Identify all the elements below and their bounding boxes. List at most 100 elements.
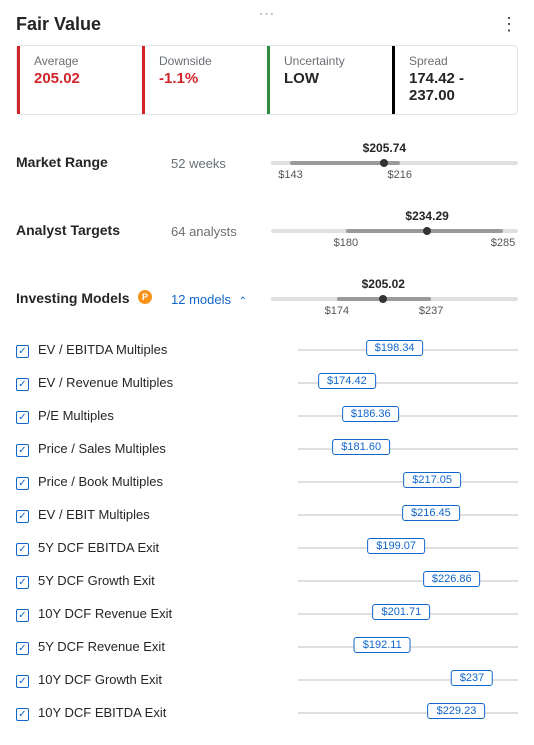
- model-row: ✓ Price / Book Multiples $217.05: [16, 465, 518, 498]
- header: ⋯ Fair Value ⋮: [0, 0, 534, 45]
- investing-models-row: Investing Models P 12 models ⌃ $205.02 $1…: [0, 265, 534, 333]
- model-checkbox[interactable]: ✓: [16, 543, 29, 556]
- model-row: ✓ Price / Sales Multiples $181.60: [16, 432, 518, 465]
- model-name: EV / EBIT Multiples: [38, 507, 298, 522]
- market-range-slider: $205.74 $143 $216: [271, 143, 518, 183]
- model-row: ✓ 5Y DCF Revenue Exit $192.11: [16, 630, 518, 663]
- slider-low-label: $174: [325, 305, 349, 317]
- metric-average: Average 205.02: [17, 46, 142, 114]
- model-slider: $217.05: [298, 472, 518, 492]
- model-name: 10Y DCF EBITDA Exit: [38, 705, 298, 720]
- model-value-pill[interactable]: $216.45: [402, 505, 460, 521]
- model-value-pill[interactable]: $174.42: [318, 373, 376, 389]
- model-track: [298, 448, 518, 450]
- model-slider: $198.34: [298, 340, 518, 360]
- model-slider: $174.42: [298, 373, 518, 393]
- model-slider: $181.60: [298, 439, 518, 459]
- model-value-pill[interactable]: $199.07: [367, 538, 425, 554]
- model-value-pill[interactable]: $181.60: [332, 439, 390, 455]
- model-checkbox[interactable]: ✓: [16, 708, 29, 721]
- analyst-targets-row: Analyst Targets 64 analysts $234.29$180$…: [0, 197, 534, 265]
- model-checkbox[interactable]: ✓: [16, 675, 29, 688]
- range-title: Market Range: [16, 154, 108, 170]
- model-track: [298, 580, 518, 582]
- model-name: EV / EBITDA Multiples: [38, 342, 298, 357]
- model-checkbox[interactable]: ✓: [16, 510, 29, 523]
- model-track: [298, 415, 518, 417]
- market-range-row: Market Range 52 weeks $205.74 $143 $216: [0, 129, 534, 197]
- model-value-pill[interactable]: $237: [451, 670, 493, 686]
- model-checkbox[interactable]: ✓: [16, 378, 29, 391]
- model-checkbox[interactable]: ✓: [16, 444, 29, 457]
- range-subtitle: 52 weeks: [171, 156, 271, 171]
- metric-spread: Spread 174.42 - 237.00: [392, 46, 517, 114]
- summary-metrics: Average 205.02 Downside -1.1% Uncertaint…: [16, 45, 518, 115]
- slider-current-label: $205.74: [363, 141, 406, 155]
- model-row: ✓ 5Y DCF Growth Exit $226.86: [16, 564, 518, 597]
- model-slider: $201.71: [298, 604, 518, 624]
- range-subtitle: 64 analysts: [171, 224, 271, 239]
- chevron-up-icon: ⌃: [239, 296, 247, 307]
- slider-marker: [380, 159, 388, 167]
- model-name: 5Y DCF EBITDA Exit: [38, 540, 298, 555]
- model-row: ✓ 10Y DCF Growth Exit $237: [16, 663, 518, 696]
- toggle-models-link[interactable]: 12 models ⌃: [171, 292, 247, 307]
- model-name: P/E Multiples: [38, 408, 298, 423]
- metric-value: LOW: [284, 70, 378, 87]
- model-checkbox[interactable]: ✓: [16, 642, 29, 655]
- model-checkbox[interactable]: ✓: [16, 411, 29, 424]
- model-name: 5Y DCF Growth Exit: [38, 573, 298, 588]
- more-menu-icon[interactable]: ⋮: [500, 14, 518, 35]
- model-checkbox[interactable]: ✓: [16, 609, 29, 622]
- model-value-pill[interactable]: $229.23: [428, 703, 486, 719]
- range-title: Investing Models: [16, 290, 130, 306]
- model-slider: $216.45: [298, 505, 518, 525]
- model-value-pill[interactable]: $192.11: [354, 637, 411, 653]
- range-title: Analyst Targets: [16, 222, 120, 238]
- metric-label: Average: [34, 54, 128, 68]
- model-name: Price / Sales Multiples: [38, 441, 298, 456]
- model-checkbox[interactable]: ✓: [16, 477, 29, 490]
- model-slider: $229.23: [298, 703, 518, 723]
- model-value-pill[interactable]: $201.71: [373, 604, 431, 620]
- model-row: ✓ 5Y DCF EBITDA Exit $199.07: [16, 531, 518, 564]
- model-row: ✓ EV / EBITDA Multiples $198.34: [16, 333, 518, 366]
- page-title: Fair Value: [16, 14, 101, 35]
- model-name: 10Y DCF Growth Exit: [38, 672, 298, 687]
- slider-high-label: $216: [387, 169, 411, 181]
- model-slider: $237: [298, 670, 518, 690]
- model-slider: $186.36: [298, 406, 518, 426]
- slider-current-label: $234.29: [405, 209, 448, 223]
- metric-label: Downside: [159, 54, 253, 68]
- model-value-pill[interactable]: $217.05: [403, 472, 461, 488]
- models-count-label: 12 models: [171, 292, 231, 307]
- analyst-range-slider: $234.29$180$285: [271, 211, 518, 251]
- model-row: ✓ EV / EBIT Multiples $216.45: [16, 498, 518, 531]
- model-name: 5Y DCF Revenue Exit: [38, 639, 298, 654]
- slider-marker: [423, 227, 431, 235]
- model-slider: $192.11: [298, 637, 518, 657]
- slider-low-label: $180: [334, 237, 358, 249]
- slider-high-label: $237: [419, 305, 443, 317]
- investing-range-slider: $205.02 $174 $237: [271, 279, 518, 319]
- model-slider: $199.07: [298, 538, 518, 558]
- model-checkbox[interactable]: ✓: [16, 345, 29, 358]
- model-checkbox[interactable]: ✓: [16, 576, 29, 589]
- model-value-pill[interactable]: $198.34: [366, 340, 424, 356]
- model-row: ✓ P/E Multiples $186.36: [16, 399, 518, 432]
- model-value-pill[interactable]: $186.36: [342, 406, 400, 422]
- slider-low-label: $143: [278, 169, 302, 181]
- models-list: ✓EV / EBITDA Multiples$198.34✓EV / Reven…: [0, 333, 534, 745]
- metric-value: 205.02: [34, 70, 128, 87]
- drag-handle-icon: ⋯: [259, 4, 276, 24]
- metric-uncertainty: Uncertainty LOW: [267, 46, 392, 114]
- model-name: 10Y DCF Revenue Exit: [38, 606, 298, 621]
- metric-value: -1.1%: [159, 70, 253, 87]
- slider-current-label: $205.02: [362, 277, 405, 291]
- pro-badge-icon: P: [138, 290, 152, 304]
- model-name: Price / Book Multiples: [38, 474, 298, 489]
- model-value-pill[interactable]: $226.86: [423, 571, 481, 587]
- slider-marker: [379, 295, 387, 303]
- metric-label: Uncertainty: [284, 54, 378, 68]
- metric-value: 174.42 - 237.00: [409, 70, 503, 104]
